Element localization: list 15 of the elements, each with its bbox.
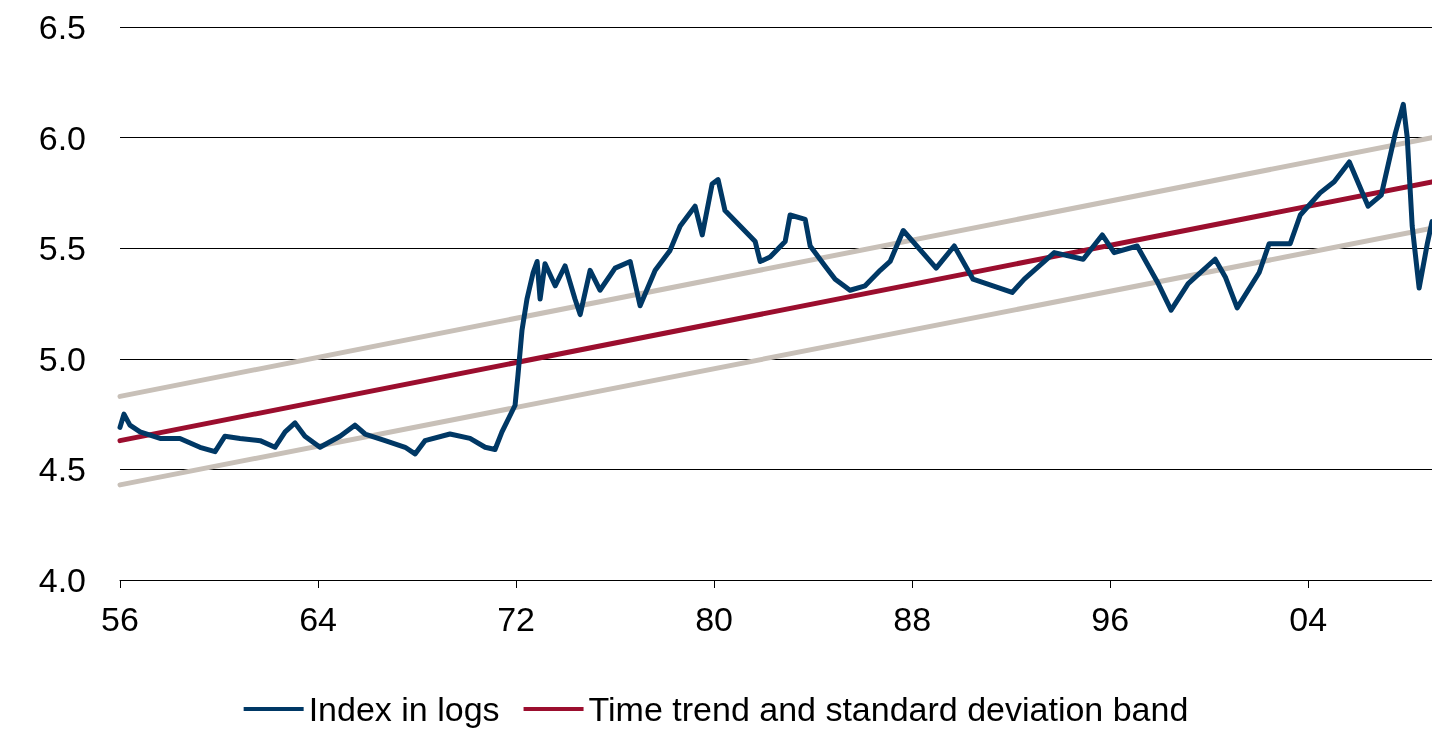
y-tick-label: 4.5 [38,450,86,489]
legend-label: Time trend and standard deviation band [588,690,1189,728]
x-tick-label: 04 [1289,600,1328,638]
y-tick-label: 5.5 [38,229,86,268]
x-tick-label: 72 [497,600,535,638]
x-tick-label: 96 [1091,600,1130,638]
x-tick-label: 88 [893,600,932,638]
y-tick-label: 6.0 [38,118,86,157]
x-tick-label: 80 [695,600,734,638]
x-tick-label: 64 [299,600,337,638]
x-tick-label: 56 [101,600,139,638]
y-tick-label: 4.0 [38,561,86,599]
y-tick-label: 6.5 [38,8,86,46]
y-tick-label: 5.0 [38,339,86,378]
legend-label: Index in logs [308,690,500,728]
